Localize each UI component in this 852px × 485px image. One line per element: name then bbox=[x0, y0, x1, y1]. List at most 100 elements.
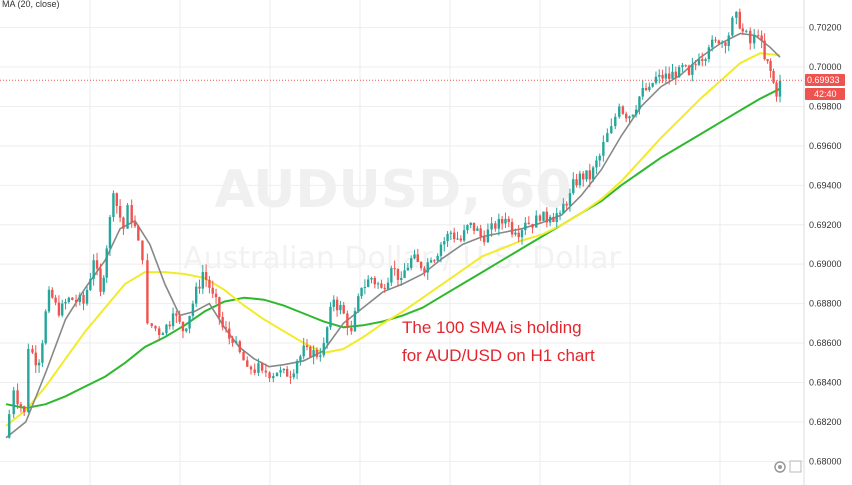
candle-body bbox=[130, 205, 133, 223]
candle-body bbox=[409, 258, 413, 268]
candle-body bbox=[105, 248, 108, 278]
candle-body bbox=[85, 289, 89, 304]
candle-body bbox=[194, 286, 198, 304]
candle-body bbox=[462, 230, 466, 241]
candle-body bbox=[264, 370, 268, 373]
candle-body bbox=[115, 193, 119, 206]
candle-body bbox=[436, 255, 439, 261]
candle-body bbox=[419, 261, 423, 269]
candle-body bbox=[443, 241, 446, 245]
candle-body bbox=[82, 294, 85, 304]
annotation-line-1: The 100 SMA is holding bbox=[402, 318, 582, 337]
candle-body bbox=[16, 390, 19, 405]
candle-body bbox=[558, 212, 562, 214]
y-tick-label: 0.68000 bbox=[809, 456, 842, 466]
candle-body bbox=[677, 67, 681, 78]
candle-body bbox=[710, 39, 714, 48]
candle-body bbox=[31, 348, 34, 353]
candle-body bbox=[386, 282, 390, 290]
candle-body bbox=[775, 82, 778, 97]
candle-body bbox=[89, 278, 92, 290]
candle-body bbox=[246, 360, 249, 367]
candle-body bbox=[178, 315, 181, 322]
candle-body bbox=[694, 64, 697, 66]
candle-body bbox=[565, 203, 568, 206]
candle-body bbox=[452, 232, 456, 240]
candle-body bbox=[717, 40, 721, 44]
candle-body bbox=[185, 328, 188, 332]
candle-body bbox=[731, 17, 734, 36]
candle-body bbox=[188, 315, 191, 329]
candle-body bbox=[44, 311, 47, 344]
candle-body bbox=[707, 47, 711, 60]
candle-body bbox=[383, 287, 386, 290]
candle-body bbox=[12, 390, 15, 415]
candle-body bbox=[674, 71, 678, 78]
y-tick-label: 0.69000 bbox=[809, 259, 842, 269]
candle-body bbox=[242, 352, 245, 361]
annotation-line-2: for AUD/USD on H1 chart bbox=[402, 346, 595, 365]
candle-body bbox=[756, 35, 760, 37]
candle-body bbox=[92, 260, 95, 279]
y-tick-label: 0.70200 bbox=[809, 23, 842, 33]
candle-body bbox=[745, 30, 748, 32]
candle-body bbox=[198, 286, 201, 289]
candle-body bbox=[538, 215, 542, 221]
candle-body bbox=[504, 218, 507, 224]
candle-body bbox=[416, 254, 420, 262]
y-tick-label: 0.70000 bbox=[809, 62, 842, 72]
candle-body bbox=[651, 83, 654, 87]
candle-body bbox=[760, 35, 763, 41]
candle-body bbox=[211, 287, 214, 294]
candle-body bbox=[175, 313, 178, 316]
auto-scale-icon[interactable] bbox=[789, 460, 802, 473]
candle-body bbox=[268, 372, 271, 379]
candle-body bbox=[373, 277, 377, 285]
series-layer bbox=[5, 8, 782, 439]
candle-body bbox=[71, 297, 74, 300]
candle-body bbox=[535, 215, 538, 228]
candle-body bbox=[466, 225, 469, 231]
candle-body bbox=[363, 286, 367, 288]
settings-gear-icon[interactable] bbox=[774, 461, 786, 473]
indicator-label[interactable]: MA (20, close) bbox=[2, 0, 60, 9]
candle-body bbox=[766, 59, 769, 62]
candle-body bbox=[279, 370, 282, 373]
candle-body bbox=[67, 297, 71, 302]
candle-body bbox=[74, 299, 78, 303]
candle-body bbox=[618, 106, 621, 117]
candle-body bbox=[108, 217, 112, 249]
candle-body bbox=[360, 287, 363, 297]
candle-body bbox=[542, 211, 545, 221]
candle-body bbox=[126, 205, 129, 229]
candle-body bbox=[122, 217, 125, 229]
candle-body bbox=[628, 116, 631, 119]
candle-body bbox=[181, 321, 185, 332]
candle-body bbox=[272, 376, 275, 379]
candle-body bbox=[631, 114, 635, 117]
candle-body bbox=[585, 170, 588, 180]
candle-body bbox=[204, 272, 208, 280]
candle-body bbox=[64, 301, 67, 304]
candle-body bbox=[610, 126, 613, 134]
candle-body bbox=[234, 341, 238, 344]
candle-body bbox=[581, 173, 585, 180]
candle-body bbox=[548, 216, 552, 223]
symbol-description-watermark: Australian Dollar / U.S. Dollar bbox=[183, 241, 621, 276]
candle-body bbox=[591, 167, 595, 180]
candle-body bbox=[8, 414, 11, 438]
candle-body bbox=[400, 277, 403, 280]
candle-body bbox=[191, 303, 195, 316]
price-axis[interactable]: 0.70200 0.70000 0.69800 0.69600 0.69400 0.692… bbox=[803, 0, 842, 485]
candle-body bbox=[168, 324, 171, 327]
candle-body bbox=[606, 133, 609, 142]
candle-body bbox=[396, 268, 400, 280]
candle-body bbox=[449, 232, 453, 234]
candle-body bbox=[224, 327, 228, 329]
candle-body bbox=[697, 59, 701, 65]
candle-body bbox=[552, 216, 555, 222]
candle-body bbox=[353, 311, 357, 332]
candle-body bbox=[664, 73, 668, 79]
candle-body bbox=[634, 109, 638, 115]
